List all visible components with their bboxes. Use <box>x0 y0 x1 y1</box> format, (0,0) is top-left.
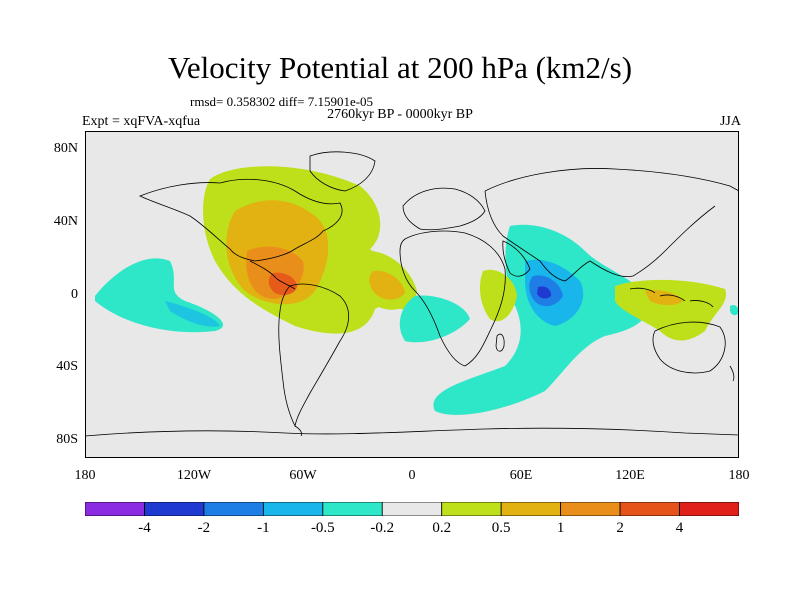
lat-tick-label: 0 <box>71 286 78 302</box>
contour-indian-teal <box>433 224 650 415</box>
colorbar-swatch <box>262 502 324 516</box>
colorbar-tick-label: -0.2 <box>370 520 395 536</box>
contour-east-teal <box>730 304 739 316</box>
contour-atlantic-teal <box>399 295 470 343</box>
colorbar-swatch <box>441 502 502 516</box>
colorbar-swatch <box>144 502 205 516</box>
lon-tick-label: 60W <box>289 468 317 483</box>
colorbar-tick-label: -0.5 <box>310 520 335 536</box>
lon-tick-label: 180 <box>728 468 750 483</box>
chart-title: Velocity Potential at 200 hPa (km2/s) <box>167 50 633 85</box>
contour-maritime-green <box>615 279 726 341</box>
stats-text: rmsd= 0.358302 diff= 7.15901e-05 <box>190 94 374 109</box>
colorbar-tick-label: -4 <box>138 520 151 536</box>
season-label: JJA <box>719 114 741 129</box>
colorbar-swatch <box>560 502 621 516</box>
colorbar-swatch <box>619 502 680 516</box>
lat-tick-label: 80S <box>56 431 78 447</box>
lat-tick-label: 40S <box>56 359 78 375</box>
lon-tick-label: 120E <box>615 468 645 483</box>
colorbar-tick-label: -2 <box>197 520 211 536</box>
colorbar-tick-label: 1 <box>556 520 565 536</box>
colorbar-swatch <box>500 502 562 516</box>
colorbar <box>85 502 739 516</box>
colorbar-swatch <box>322 502 383 516</box>
colorbar-tick-label: -1 <box>257 520 270 536</box>
lon-tick-label: 180 <box>74 468 96 483</box>
contour-eastafrica-green <box>479 269 517 322</box>
colorbar-swatch <box>679 502 739 516</box>
contour-maritime-orange <box>645 290 683 306</box>
experiment-label: Expt = xqFVA-xqfua <box>82 114 201 129</box>
contour-africa-west-core <box>369 270 405 300</box>
map-border <box>85 131 739 458</box>
lat-tick-label: 80N <box>53 141 78 157</box>
lon-tick-label: 120W <box>176 468 212 483</box>
colorbar-swatch <box>381 502 443 516</box>
map-plot <box>85 131 739 458</box>
contour-indian-core <box>537 286 552 299</box>
lon-tick-label: 60E <box>509 468 533 483</box>
contour-pacific-cyan <box>165 301 220 327</box>
colorbar-swatch <box>203 502 264 516</box>
colorbar-swatch <box>85 502 145 516</box>
lat-tick-label: 40N <box>53 213 78 229</box>
lon-tick-label: 0 <box>408 468 416 483</box>
colorbar-tick-label: 4 <box>675 520 684 536</box>
colorbar-tick-label: 2 <box>616 520 624 536</box>
colorbar-tick-label: 0.5 <box>491 520 511 536</box>
period-text: 2760kyr BP - 0000kyr BP <box>327 107 473 122</box>
coastlines <box>85 151 739 437</box>
colorbar-tick-label: 0.2 <box>432 520 452 536</box>
